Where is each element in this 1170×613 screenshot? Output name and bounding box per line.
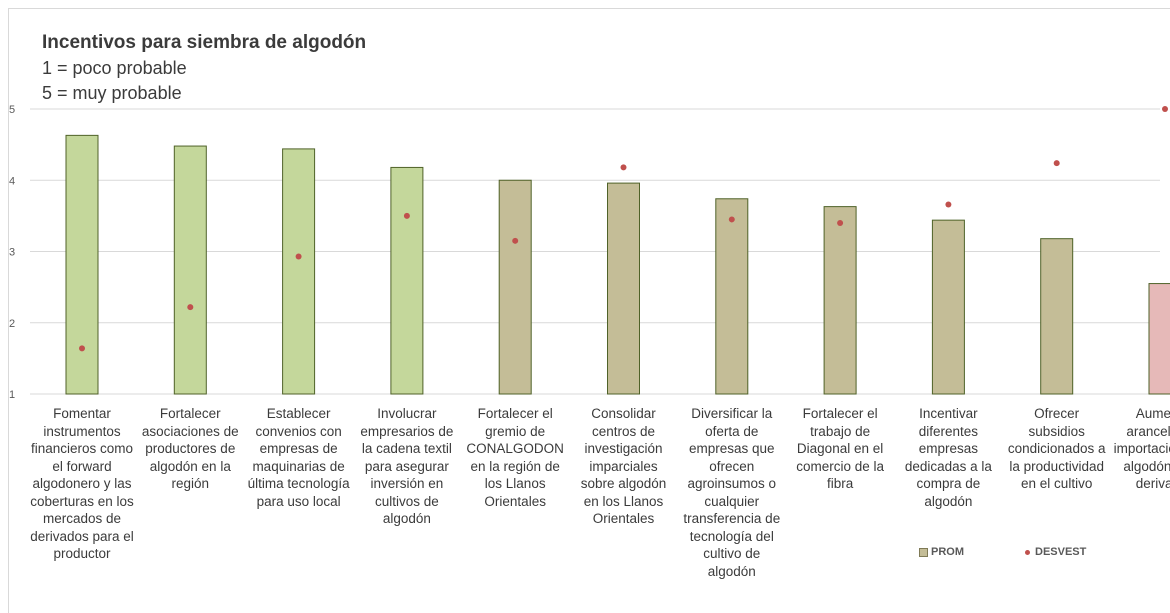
desvest-point: [403, 212, 410, 219]
x-tick-label: Fortalecer el gremio de CONALGODON en la…: [466, 406, 564, 509]
legend-prom-label: PROM: [931, 546, 964, 558]
x-tick-label: Fomentar instrumentos financieros como e…: [30, 406, 134, 561]
desvest-point: [837, 220, 844, 226]
desvest-point: [620, 164, 627, 171]
desvest-point: [295, 253, 302, 260]
chart-subtitle-2: 5 = muy probable: [42, 83, 182, 103]
y-tick-label: 4: [9, 175, 15, 187]
legend-prom: PROM: [919, 546, 964, 558]
title-block: Incentivos para siembra de algodón 1 = p…: [42, 30, 366, 106]
y-tick-label: 3: [9, 247, 15, 259]
x-tick-label: Aumentar aranceles de importaciones de a…: [1113, 406, 1170, 491]
legend-prom-swatch: [919, 547, 928, 557]
bar: [823, 206, 857, 395]
legend-desvest-marker: [1025, 549, 1030, 555]
bar: [1040, 238, 1074, 395]
bar: [282, 148, 316, 395]
desvest-point: [1053, 160, 1060, 167]
bar: [715, 198, 749, 395]
desvest-point: [945, 201, 952, 208]
desvest-point: [728, 216, 735, 223]
legend-desvest-label: DESVEST: [1035, 546, 1087, 558]
bar: [498, 179, 532, 395]
x-tick-label: Ofrecer subsidios condicionados a la pro…: [1007, 406, 1106, 491]
x-tick-label: Fortalecer el trabajo de Diagonal en el …: [796, 406, 884, 491]
bar: [607, 182, 640, 395]
bar: [931, 219, 965, 395]
x-tick-label: Incentivar diferentes empresas dedicadas…: [904, 406, 992, 509]
desvest-point: [512, 237, 519, 244]
chart-frame: [8, 8, 1170, 613]
x-tick-label: Fortalecer asociaciones de productores d…: [141, 406, 239, 491]
bar: [1148, 283, 1170, 395]
legend-desvest: DESVEST: [1025, 546, 1086, 558]
bar: [173, 145, 207, 395]
bar: [65, 134, 99, 395]
x-tick-label: Establecer convenios con empresas de maq…: [247, 406, 350, 509]
bar: [390, 166, 424, 395]
x-tick-label: Consolidar centros de investigación impa…: [580, 406, 667, 526]
desvest-point: [187, 304, 194, 311]
chart-subtitle-1: 1 = poco probable: [42, 58, 187, 78]
y-tick-label: 5: [9, 104, 15, 116]
y-tick-label: 1: [9, 389, 15, 401]
x-tick-label: Involucrar empresarios de la cadena text…: [360, 406, 454, 526]
x-tick-label: Diversificar la oferta de empresas que o…: [683, 406, 781, 579]
desvest-point: [1162, 106, 1168, 112]
chart-title: Incentivos para siembra de algodón: [42, 32, 367, 53]
desvest-point: [79, 345, 85, 352]
y-tick-label: 2: [9, 318, 15, 330]
